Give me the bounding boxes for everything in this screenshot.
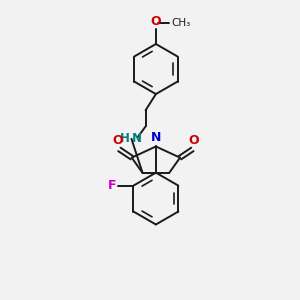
- Text: O: O: [189, 134, 200, 147]
- Text: N: N: [131, 132, 142, 145]
- Text: O: O: [112, 134, 123, 147]
- Text: N: N: [151, 131, 161, 144]
- Text: H: H: [119, 132, 129, 145]
- Text: CH₃: CH₃: [171, 18, 190, 28]
- Text: O: O: [151, 15, 161, 28]
- Text: F: F: [108, 179, 116, 192]
